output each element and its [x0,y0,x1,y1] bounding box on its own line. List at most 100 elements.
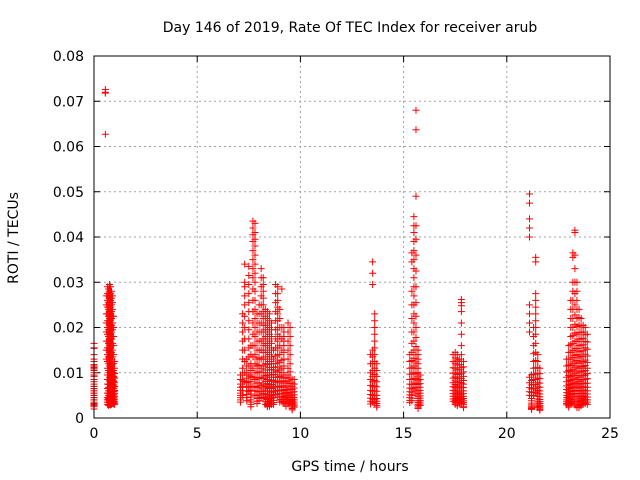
data-point [373,403,381,411]
data-point [245,281,253,289]
data-point [526,199,534,207]
data-point [371,337,379,345]
data-point [245,271,253,279]
data-point [526,301,534,309]
data-point [276,314,284,322]
data-point [290,403,298,411]
data-point [110,369,118,377]
data-point [249,274,257,282]
data-point [412,267,420,275]
y-tick-label: 0.07 [53,94,84,110]
data-point [110,312,118,320]
data-point [526,190,534,198]
data-point [410,256,418,264]
data-point [249,256,257,264]
data-point [109,305,117,313]
data-point [536,406,544,414]
data-point [534,351,542,359]
data-point [573,278,581,286]
point-cluster [237,217,298,414]
plot-frame [93,55,611,419]
data-point [265,310,273,318]
data-point [412,192,420,200]
data-point [369,258,377,266]
data-point [583,400,591,408]
data-point [571,301,579,309]
data-point [241,292,249,300]
data-point [251,296,259,304]
data-point [581,324,589,331]
data-point [284,337,292,345]
point-cluster [406,106,424,412]
data-point [259,274,267,282]
data-point [573,296,581,304]
y-tick-label: 0.03 [53,275,84,291]
data-point [410,228,418,236]
data-point [249,224,257,232]
data-point [408,314,416,322]
data-point [274,296,282,304]
data-point [109,346,117,354]
data-point [239,364,247,372]
point-cluster [449,295,467,412]
data-point [110,342,118,350]
y-tick-label: 0.02 [53,321,84,337]
data-point [251,260,259,268]
data-point [412,283,420,291]
x-tick-label: 25 [601,426,619,442]
data-point [274,337,282,345]
data-point [257,265,265,273]
data-point [241,312,249,320]
data-point [111,357,119,365]
data-point [249,364,257,372]
data-point [286,333,294,341]
data-point [532,317,540,325]
data-point [410,337,418,345]
data-point [371,324,379,331]
data-point [245,317,253,325]
data-point [245,326,253,334]
data-point [247,403,255,411]
data-point [284,328,292,336]
data-point [457,319,465,327]
y-tick-label: 0.05 [53,185,84,201]
data-point [457,330,465,338]
data-point [412,299,420,307]
data-point [111,382,119,390]
data-point [251,235,259,243]
x-tick-label: 5 [193,426,202,442]
data-point [532,296,540,304]
y-axis-label: ROTI / TECUs [6,192,22,284]
x-tick-label: 20 [498,426,516,442]
data-point [251,314,259,322]
data-point [412,222,420,230]
data-point [286,342,294,350]
data-point [526,310,534,318]
data-point [457,302,465,310]
data-point [251,305,259,313]
data-point [278,285,286,293]
data-point [251,324,259,331]
y-tick-label: 0.08 [53,49,84,65]
data-point [245,335,253,343]
data-point [251,251,259,259]
data-point [408,287,416,295]
data-point [532,324,540,331]
data-point [259,281,267,289]
data-point [251,269,259,277]
chart-title: Day 146 of 2019, Rate Of TEC Index for r… [163,20,538,36]
data-point [109,319,117,327]
data-point [241,301,249,309]
data-point [408,397,416,405]
data-point [459,404,467,412]
data-point [268,339,276,347]
x-tick-label: 10 [291,426,309,442]
data-point [251,228,259,236]
data-point [416,401,424,409]
data-point [284,319,292,327]
data-point [286,324,294,331]
data-point [457,351,465,359]
data-point [111,400,119,408]
